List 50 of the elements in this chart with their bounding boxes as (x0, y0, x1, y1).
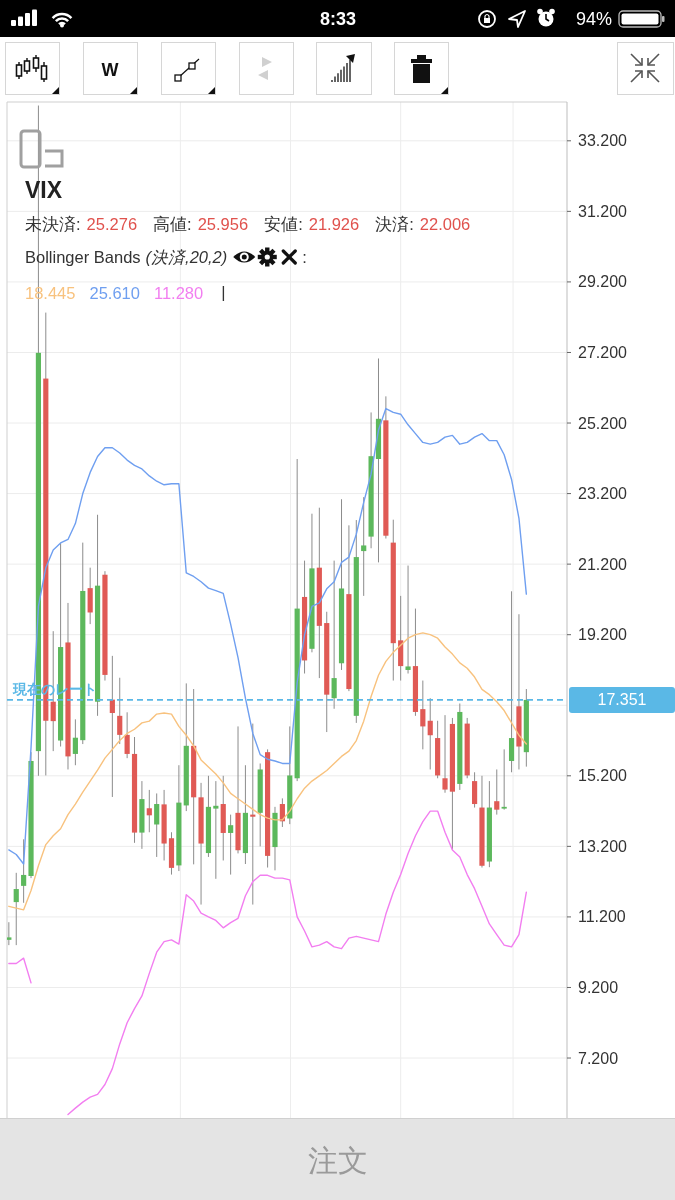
text: 8:33 (319, 9, 357, 29)
candlestick (405, 565, 411, 674)
annotation: | (221, 283, 226, 301)
text: W (101, 60, 119, 80)
candlestick (501, 748, 507, 811)
y-tick-label: 21.200 (578, 555, 628, 573)
candlestick (494, 768, 500, 816)
text: VIX (25, 177, 63, 203)
y-tick-label: 27.200 (578, 343, 628, 361)
y-tick-label: 7.200 (578, 1049, 619, 1067)
line-series (8, 407, 528, 865)
y-tick-label: 33.200 (578, 132, 628, 150)
annotation: 25.610 (89, 284, 140, 302)
candlestick (117, 677, 123, 745)
candlestick (7, 921, 12, 946)
candlestick (213, 780, 219, 880)
annotation: : (302, 248, 307, 266)
candlestick (420, 680, 426, 750)
annotation: (決済,20,2) (145, 248, 228, 266)
candlestick (427, 697, 433, 770)
text: 注文 (308, 1143, 368, 1177)
annotation: Bollinger Bands (25, 248, 141, 266)
annotation: 11.280 (153, 284, 204, 302)
candlestick (472, 771, 478, 809)
candlestick (72, 718, 78, 766)
line-series (8, 632, 528, 911)
text: 17.351 (597, 691, 647, 709)
candlestick (228, 814, 234, 876)
y-tick-label: 15.200 (578, 767, 628, 785)
candlestick (361, 496, 367, 597)
candlestick (508, 590, 515, 773)
y-tick-label: 9.200 (578, 978, 619, 996)
candlestick (250, 723, 256, 906)
y-tick-label: 23.200 (578, 485, 628, 503)
candlestick (109, 655, 115, 798)
text: 94% (575, 9, 612, 29)
candlestick (442, 714, 448, 794)
candlestick (13, 872, 19, 946)
annotation: 未決済: 25.276 高値: 25.956 安値: 21.926 決済: 22.006 (25, 215, 471, 233)
candlestick (154, 792, 160, 858)
candlestick (21, 838, 27, 904)
y-tick-label: 31.200 (578, 202, 628, 220)
candlestick (146, 789, 152, 833)
candlestick (331, 560, 337, 710)
y-tick-label: 11.200 (578, 908, 626, 926)
candlestick (124, 711, 130, 759)
y-tick-label: 29.200 (578, 273, 628, 291)
y-tick-label: 25.200 (578, 414, 628, 432)
y-tick-label: 13.200 (578, 837, 628, 855)
y-tick-label: 19.200 (578, 626, 628, 644)
